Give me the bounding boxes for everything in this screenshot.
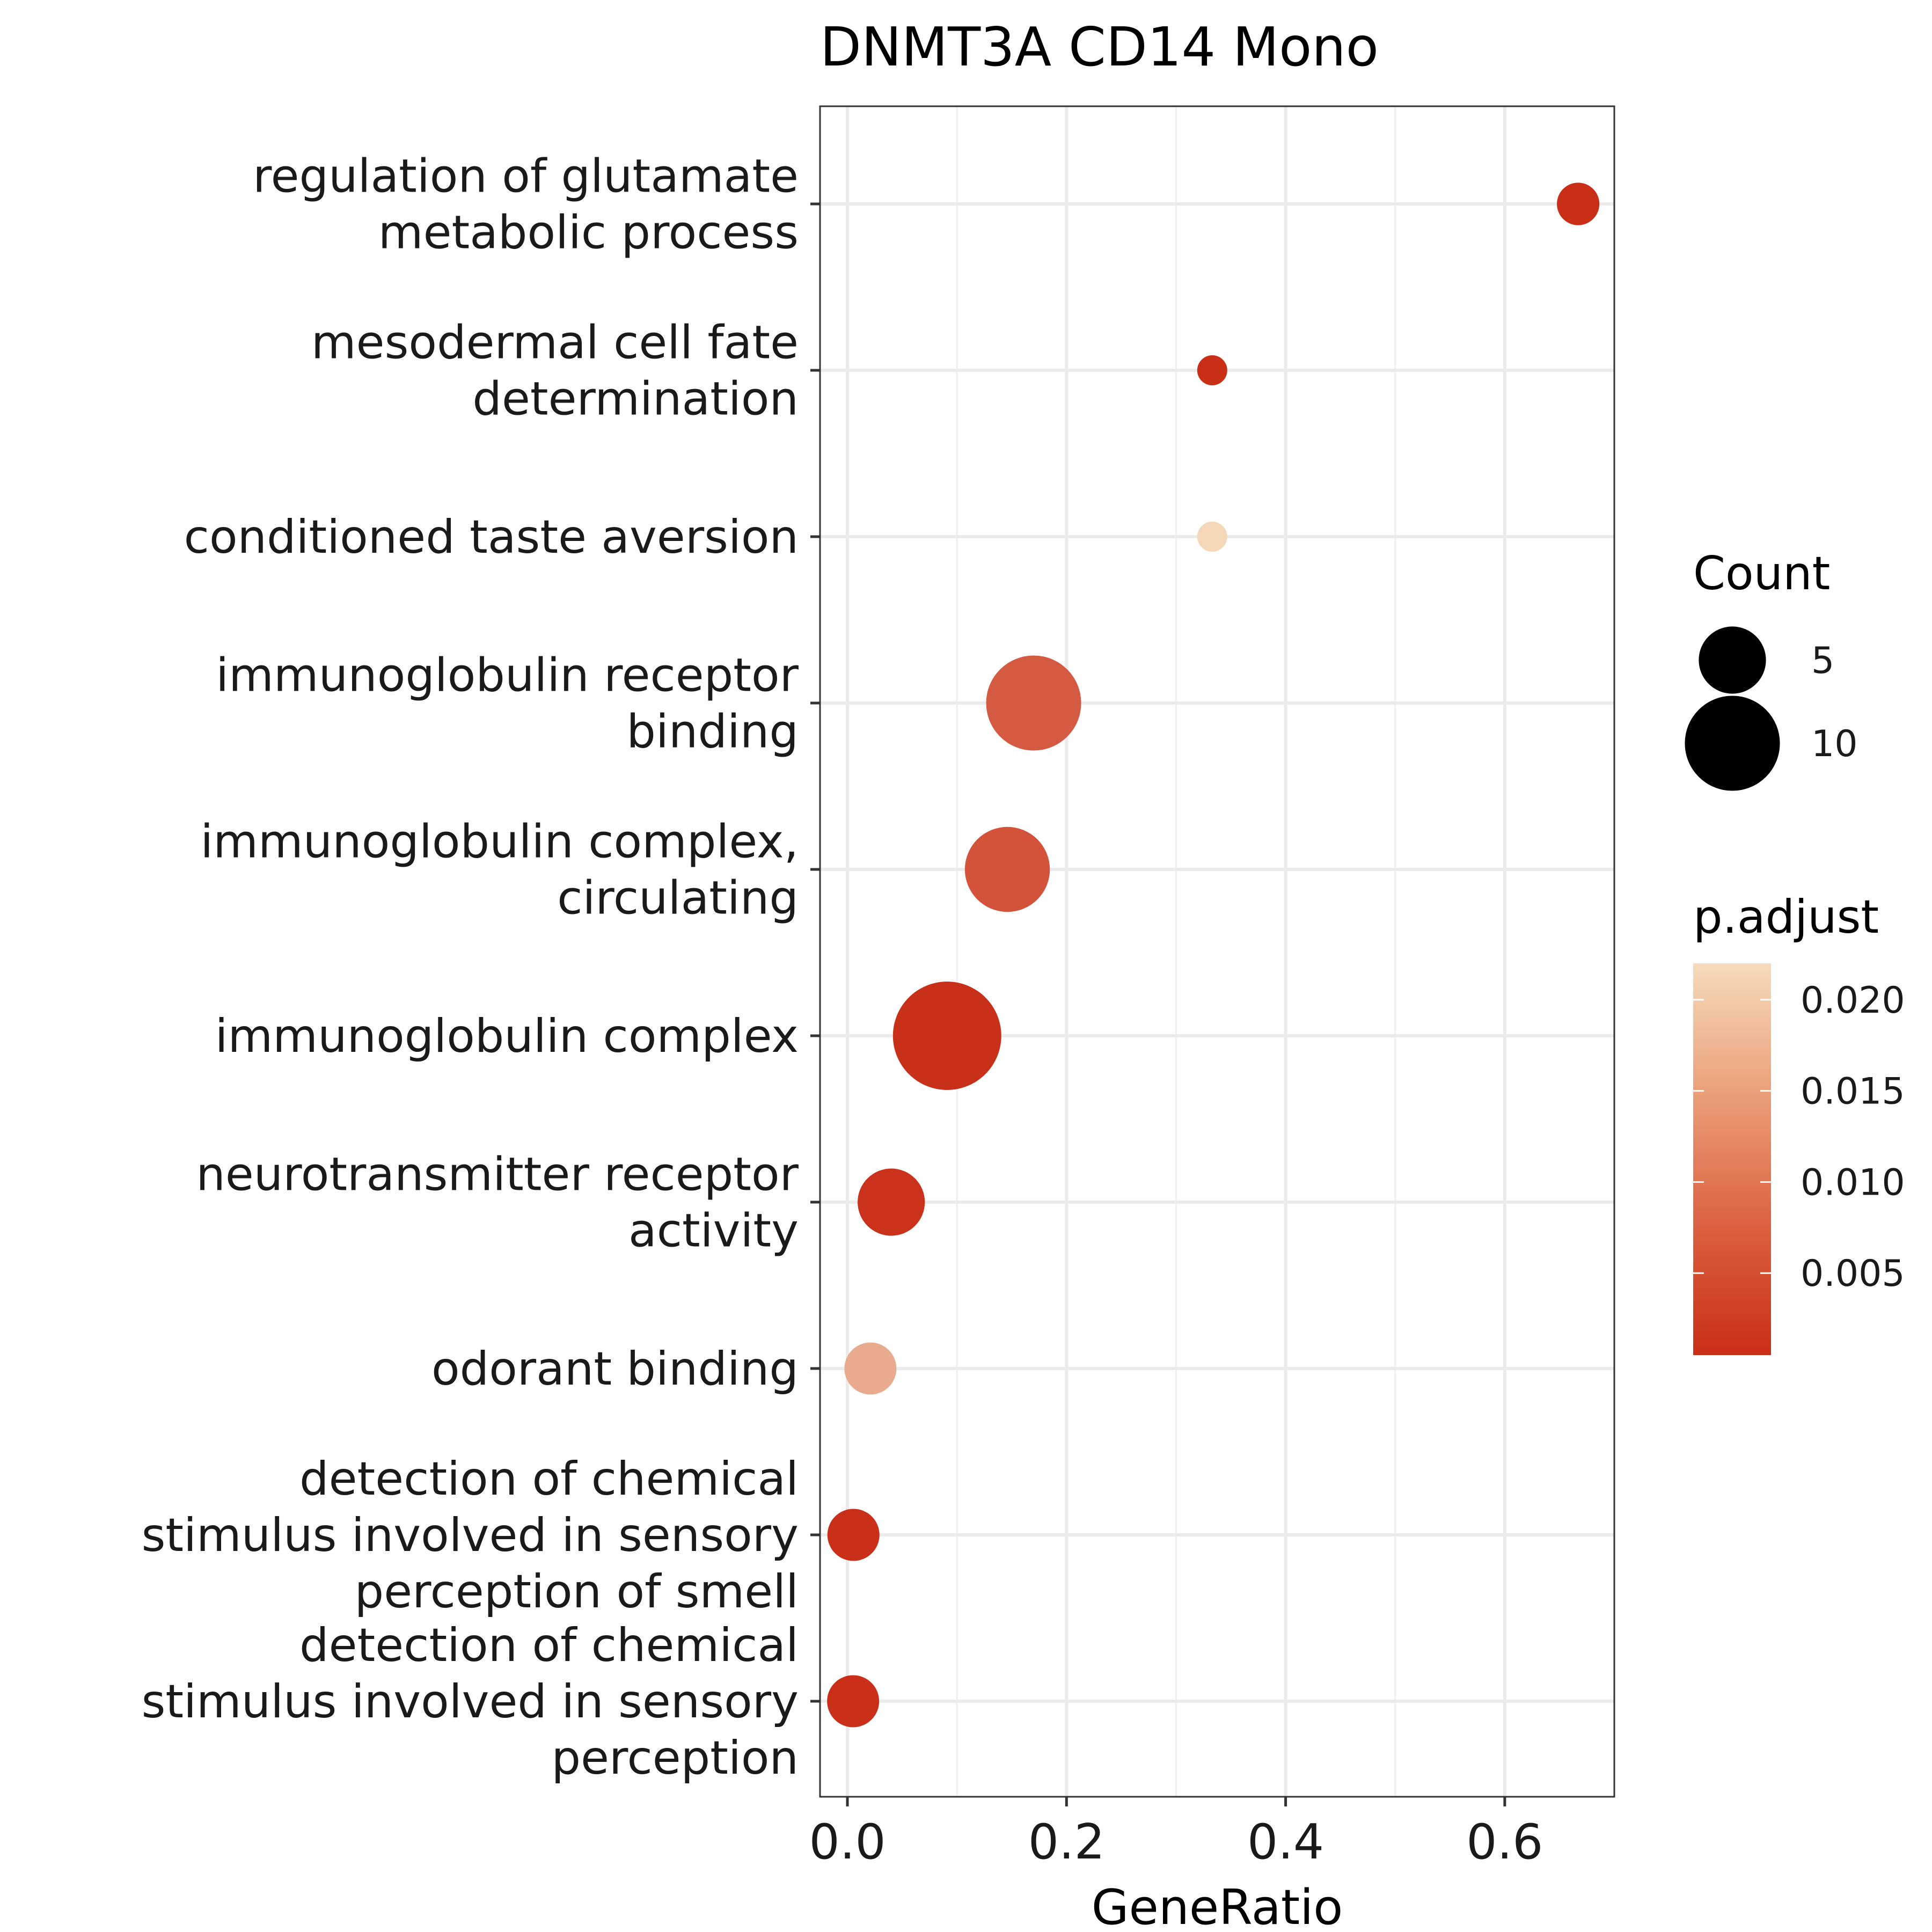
legend-colorbar bbox=[1693, 963, 1771, 1355]
data-points bbox=[827, 182, 1600, 1728]
y-tick-label-line: circulating bbox=[557, 872, 799, 925]
y-tick-label-line: stimulus involved in sensory bbox=[142, 1675, 799, 1729]
y-tick-label-line: detection of chemical bbox=[299, 1452, 799, 1506]
x-tick-label: 0.4 bbox=[1247, 1814, 1324, 1870]
data-point bbox=[844, 1342, 897, 1395]
y-tick-label-line: regulation of glutamate bbox=[253, 150, 799, 203]
legend-padjust-label: 0.010 bbox=[1801, 1161, 1905, 1204]
data-point bbox=[827, 1509, 880, 1561]
chart-title: DNMT3A CD14 Mono bbox=[820, 16, 1379, 78]
y-tick-label: immunoglobulin receptor binding bbox=[216, 649, 799, 759]
y-tick-label-line: binding bbox=[626, 705, 799, 759]
grid-minor bbox=[956, 106, 1396, 1797]
y-tick-label: detection of chemical stimulus involved i… bbox=[142, 1619, 799, 1785]
y-tick-label-line: perception bbox=[552, 1731, 799, 1785]
x-axis-labels: 0.0 0.2 0.4 0.6 bbox=[809, 1814, 1543, 1870]
legend-count-items: 5 10 bbox=[1685, 626, 1858, 791]
y-tick-label-line: conditioned taste aversion bbox=[184, 510, 799, 564]
x-tick-label: 0.2 bbox=[1028, 1814, 1105, 1870]
y-tick-label: odorant binding bbox=[431, 1342, 799, 1396]
data-point bbox=[986, 655, 1081, 751]
y-tick-label: mesodermal cell fate determination bbox=[311, 316, 799, 426]
x-axis-ticks bbox=[846, 1797, 1506, 1806]
legend: Count 5 10 p.adjust 0.020 0.015 0.010 0.005 bbox=[1685, 547, 1905, 1355]
legend-count-label: 5 bbox=[1811, 640, 1834, 682]
legend-count-dot bbox=[1685, 696, 1780, 791]
data-point bbox=[1197, 355, 1227, 385]
data-point bbox=[827, 1675, 880, 1728]
plot-border bbox=[819, 105, 1615, 1798]
x-tick-label: 0.0 bbox=[809, 1814, 885, 1870]
x-tick-label: 0.6 bbox=[1466, 1814, 1543, 1870]
y-tick-label-line: mesodermal cell fate bbox=[311, 316, 799, 370]
y-tick-label-line: stimulus involved in sensory bbox=[142, 1509, 799, 1562]
legend-padjust-ticks: 0.020 0.015 0.010 0.005 bbox=[1693, 979, 1905, 1295]
data-point bbox=[892, 982, 1001, 1090]
legend-count-dot bbox=[1699, 626, 1766, 694]
y-tick-label-line: neurotransmitter receptor bbox=[196, 1148, 799, 1202]
y-tick-label-line: perception of smell bbox=[355, 1565, 799, 1619]
y-tick-label: immunoglobulin complex bbox=[215, 1009, 799, 1063]
data-point bbox=[858, 1168, 925, 1236]
legend-padjust-label: 0.005 bbox=[1801, 1253, 1905, 1295]
y-tick-label: immunoglobulin complex, circulating bbox=[200, 815, 799, 925]
y-tick-label-line: activity bbox=[628, 1204, 799, 1258]
legend-padjust-title: p.adjust bbox=[1693, 890, 1879, 944]
legend-padjust-label: 0.015 bbox=[1801, 1071, 1905, 1113]
data-point bbox=[964, 826, 1050, 912]
y-axis-ticks bbox=[810, 202, 820, 1703]
plot-panel bbox=[820, 106, 1614, 1797]
y-tick-label: conditioned taste aversion bbox=[184, 510, 799, 564]
legend-count-title: Count bbox=[1693, 547, 1830, 601]
legend-count-label: 10 bbox=[1811, 723, 1858, 765]
data-point bbox=[1557, 182, 1600, 225]
y-tick-label: detection of chemical stimulus involved i… bbox=[142, 1452, 799, 1619]
legend-padjust-label: 0.020 bbox=[1801, 979, 1905, 1022]
y-tick-label: regulation of glutamate metabolic process bbox=[253, 150, 799, 260]
y-tick-label-line: immunoglobulin receptor bbox=[216, 649, 799, 702]
data-point bbox=[1197, 522, 1227, 552]
y-tick-label-line: immunoglobulin complex, bbox=[200, 815, 799, 869]
y-tick-label-line: detection of chemical bbox=[299, 1619, 799, 1672]
y-tick-label-line: determination bbox=[472, 372, 799, 426]
y-tick-label-line: immunoglobulin complex bbox=[215, 1009, 799, 1063]
y-tick-label-line: odorant binding bbox=[431, 1342, 799, 1396]
x-axis-title: GeneRatio bbox=[1092, 1879, 1343, 1932]
y-tick-label-line: metabolic process bbox=[378, 206, 799, 260]
y-tick-label: neurotransmitter receptor activity bbox=[196, 1148, 799, 1258]
y-axis-labels: regulation of glutamate metabolic process… bbox=[142, 150, 799, 1785]
